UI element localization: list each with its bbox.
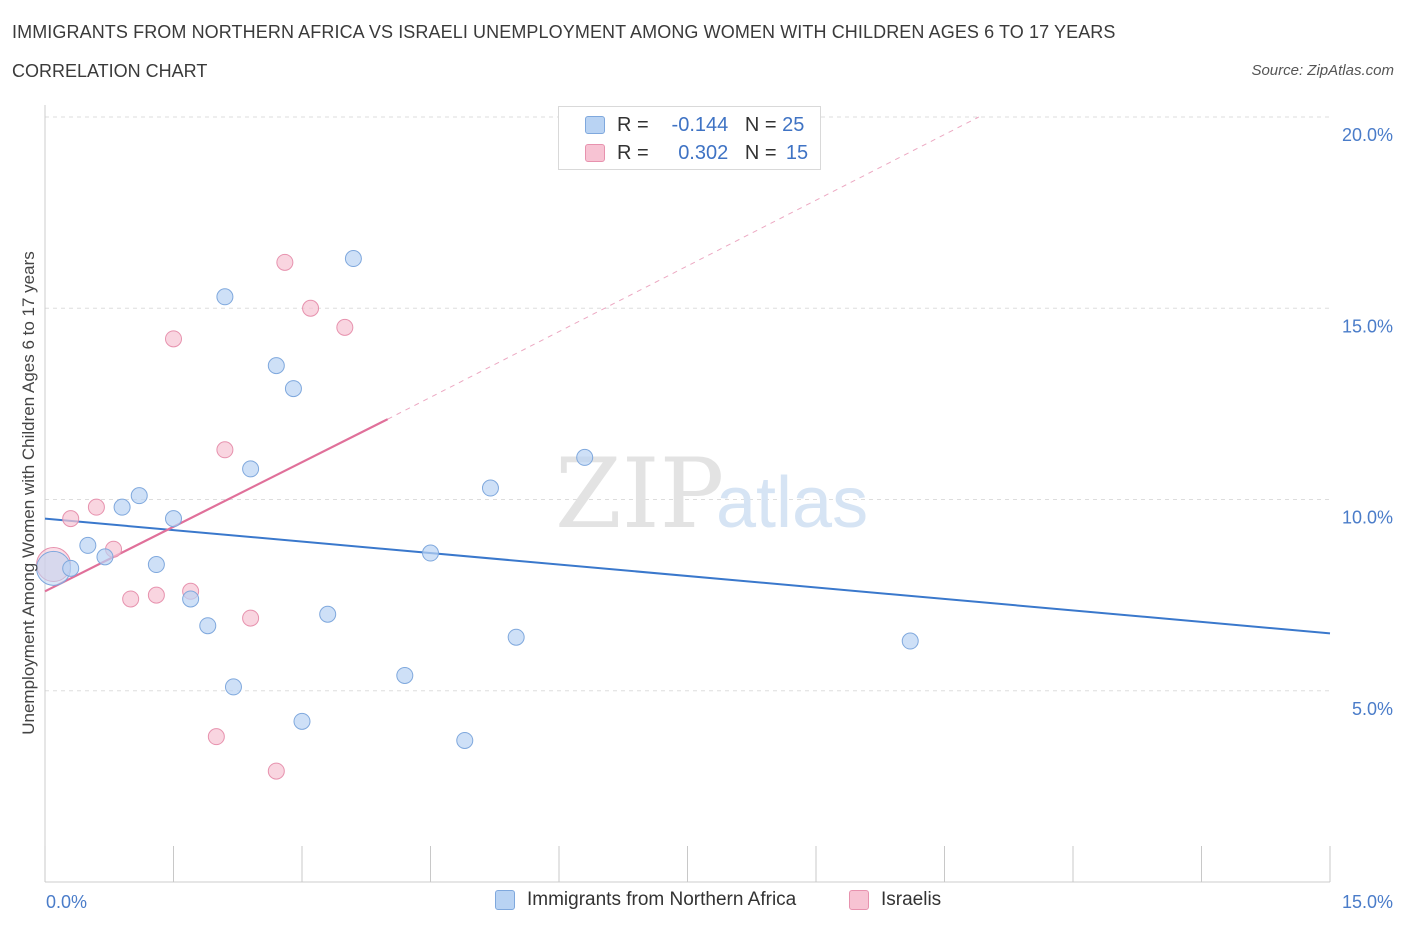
point-immigrants xyxy=(224,678,242,696)
points-layer xyxy=(36,250,919,780)
point-immigrants xyxy=(130,487,148,505)
point-immigrants xyxy=(242,460,260,478)
legend-swatch-blue xyxy=(585,116,605,134)
point-immigrants xyxy=(507,628,525,646)
y-tick-label: 10.0% xyxy=(1342,508,1393,528)
point-immigrants xyxy=(62,559,80,577)
point-israelis xyxy=(147,586,165,604)
trendline-immigrants xyxy=(44,517,1331,635)
ticks-layer: 5.0% 10.0% 15.0% 20.0% 0.0% 15.0% xyxy=(46,125,1393,912)
point-immigrants xyxy=(79,536,97,554)
grid-layer xyxy=(45,116,1330,692)
legend-swatch-pink xyxy=(585,144,605,162)
correlation-legend: R = -0.144 N = 25 R = 0.302 N = 15 xyxy=(558,106,821,170)
point-immigrants xyxy=(267,357,285,375)
point-israelis xyxy=(302,299,320,317)
point-israelis xyxy=(267,762,285,780)
point-immigrants xyxy=(284,380,302,398)
chart-subtitle: CORRELATION CHART xyxy=(12,61,208,81)
series-swatch-pink xyxy=(849,890,869,910)
legend-row-immigrants: R = -0.144 N = 25 xyxy=(585,113,804,137)
point-immigrants xyxy=(481,479,499,497)
series-legend-immigrants[interactable]: Immigrants from Northern Africa xyxy=(495,889,796,911)
legend-r-value: -0.144 xyxy=(671,113,729,136)
series-legend-label: Immigrants from Northern Africa xyxy=(527,889,797,910)
source-label: Source: ZipAtlas.com xyxy=(1251,62,1394,79)
legend-n-label: N = xyxy=(744,141,777,164)
series-swatch-blue xyxy=(495,890,515,910)
point-immigrants xyxy=(344,250,362,268)
chart-title: IMMIGRANTS FROM NORTHERN AFRICA VS ISRAE… xyxy=(12,22,1116,42)
point-immigrants xyxy=(901,632,919,650)
point-israelis xyxy=(336,318,354,336)
watermark: ZIP atlas xyxy=(555,438,868,550)
legend-r-label: R = xyxy=(617,141,649,164)
point-israelis xyxy=(276,253,294,271)
series-legend-label: Israelis xyxy=(881,889,942,910)
legend-n-value: 15 xyxy=(785,141,809,164)
legend-n-value: 25 xyxy=(782,113,805,136)
point-immigrants xyxy=(319,605,337,623)
watermark-atlas: atlas xyxy=(716,463,868,543)
x-tick-label: 15.0% xyxy=(1342,892,1393,912)
legend-row-israelis: R = 0.302 N = 15 xyxy=(585,141,808,165)
point-israelis xyxy=(207,728,225,746)
point-immigrants xyxy=(576,448,594,466)
point-immigrants xyxy=(199,617,217,635)
point-immigrants xyxy=(456,731,474,749)
point-immigrants xyxy=(396,666,414,684)
point-immigrants xyxy=(216,288,234,306)
point-israelis xyxy=(122,590,140,608)
series-legend-israelis[interactable]: Israelis xyxy=(849,889,941,911)
point-immigrants xyxy=(113,498,131,516)
trendline-israelis-extension xyxy=(387,116,979,420)
point-israelis xyxy=(242,609,260,627)
legend-r-label: R = xyxy=(617,113,649,136)
point-immigrants xyxy=(165,510,182,528)
legend-r-value: 0.302 xyxy=(678,141,729,164)
y-tick-label: 20.0% xyxy=(1342,125,1393,145)
trend-layer xyxy=(44,116,1331,635)
series-legend: Immigrants from Northern Africa Israelis xyxy=(0,889,1406,915)
point-israelis xyxy=(87,498,105,516)
point-israelis xyxy=(165,330,182,348)
point-immigrants xyxy=(422,544,439,562)
point-israelis xyxy=(62,510,80,528)
point-immigrants xyxy=(147,556,165,574)
y-tick-label: 15.0% xyxy=(1342,316,1393,336)
point-immigrants xyxy=(293,712,311,730)
point-immigrants xyxy=(182,590,200,608)
axes-layer xyxy=(44,105,1331,883)
y-axis-label: Unemployment Among Women with Children A… xyxy=(19,251,38,735)
x-tick-label: 0.0% xyxy=(46,892,87,912)
legend-n-label: N = xyxy=(744,113,777,136)
point-immigrants xyxy=(96,548,114,566)
y-tick-label: 5.0% xyxy=(1352,699,1393,719)
point-israelis xyxy=(216,441,234,459)
